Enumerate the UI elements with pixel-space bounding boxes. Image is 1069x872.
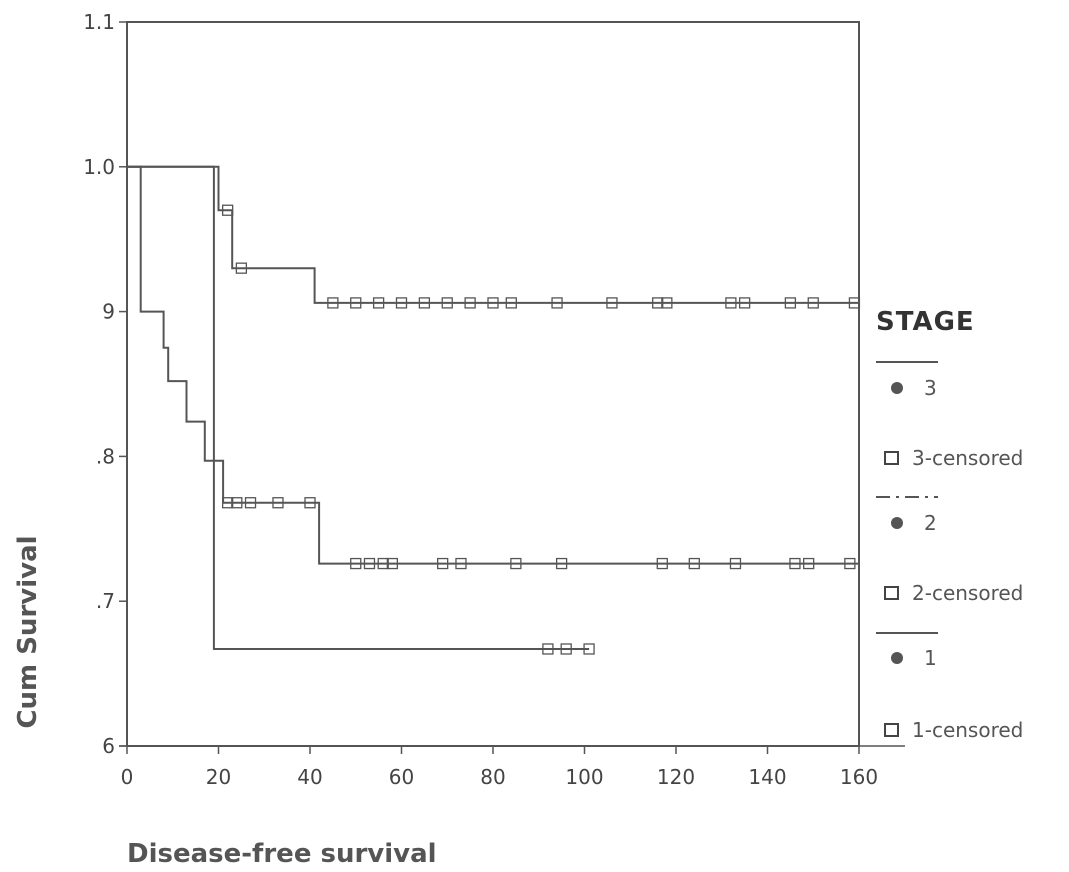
survival-curve-2 bbox=[127, 165, 859, 565]
y-axis-ticks: 6 .7 .8 9 1.0 1.1 bbox=[83, 10, 127, 758]
legend-event-symbol bbox=[891, 517, 903, 529]
censored-marker bbox=[418, 297, 431, 309]
x-axis-label: Disease-free survival bbox=[127, 839, 437, 869]
y-tick-label: 9 bbox=[102, 300, 115, 324]
censored-marker bbox=[848, 297, 861, 309]
legend-event-symbol bbox=[891, 382, 903, 394]
censored-marker bbox=[395, 297, 408, 309]
censored-marker bbox=[844, 557, 856, 570]
y-tick-label: .7 bbox=[96, 589, 115, 613]
censored-marker bbox=[606, 297, 618, 309]
legend: STAGE 3 3-censored 2 2-censored 1 1-censored bbox=[876, 307, 1023, 742]
censored-marker bbox=[350, 297, 362, 309]
legend-event-symbol bbox=[891, 652, 903, 664]
censored-marker bbox=[688, 557, 700, 570]
censored-marker bbox=[350, 557, 362, 570]
censored-marker bbox=[221, 497, 234, 509]
censored-marker bbox=[583, 643, 595, 655]
censored-marker bbox=[542, 643, 554, 655]
censored-marker bbox=[244, 497, 257, 509]
legend-censored-symbol bbox=[884, 451, 899, 465]
censored-marker bbox=[441, 297, 453, 309]
censored-markers bbox=[221, 204, 861, 655]
censored-marker bbox=[464, 297, 476, 309]
censored-marker bbox=[235, 262, 248, 274]
x-axis-ticks: 0 20 40 60 80 100 120 140 160 bbox=[119, 745, 905, 789]
censored-marker bbox=[560, 643, 572, 655]
censored-marker bbox=[377, 557, 389, 570]
legend-censored-symbol bbox=[884, 723, 899, 737]
legend-entry-label: 3-censored bbox=[912, 446, 1023, 470]
censored-marker bbox=[221, 204, 234, 216]
censored-marker bbox=[510, 557, 522, 570]
censored-marker bbox=[555, 557, 568, 570]
censored-marker bbox=[803, 557, 815, 570]
censored-marker bbox=[661, 297, 673, 309]
censored-marker bbox=[363, 557, 376, 570]
censored-marker bbox=[725, 297, 737, 309]
survival-curve-1 bbox=[127, 165, 859, 304]
legend-censored-symbol bbox=[884, 586, 899, 600]
censored-marker bbox=[327, 297, 339, 309]
plot-frame bbox=[126, 21, 860, 747]
y-tick-label: 6 bbox=[102, 734, 115, 758]
censored-marker bbox=[729, 557, 742, 570]
survival-curve-3 bbox=[127, 165, 590, 650]
censored-marker bbox=[455, 557, 467, 570]
x-tick-label: 100 bbox=[565, 765, 603, 789]
legend-entry-label: 2-censored bbox=[912, 581, 1023, 605]
censored-marker bbox=[304, 497, 316, 509]
censored-marker bbox=[487, 297, 499, 309]
legend-entry-label: 1 bbox=[924, 646, 937, 670]
censored-marker bbox=[652, 297, 664, 309]
x-tick-label: 120 bbox=[657, 765, 695, 789]
survival-curves bbox=[127, 165, 859, 650]
x-tick-label: 40 bbox=[297, 765, 322, 789]
censored-marker bbox=[789, 557, 801, 570]
legend-title: STAGE bbox=[876, 307, 975, 337]
x-tick-label: 20 bbox=[206, 765, 231, 789]
y-tick-label: 1.1 bbox=[83, 10, 115, 34]
censored-marker bbox=[231, 497, 243, 509]
censored-marker bbox=[437, 557, 449, 570]
y-axis-label: Cum Survival bbox=[13, 535, 43, 728]
censored-marker bbox=[386, 557, 399, 570]
censored-marker bbox=[551, 297, 563, 309]
legend-entry-label: 1-censored bbox=[912, 718, 1023, 742]
y-tick-label: .8 bbox=[96, 444, 115, 468]
x-tick-label: 80 bbox=[480, 765, 505, 789]
censored-marker bbox=[738, 297, 751, 309]
censored-marker bbox=[272, 497, 284, 509]
x-tick-label: 140 bbox=[748, 765, 786, 789]
y-tick-label: 1.0 bbox=[83, 155, 115, 179]
legend-entry-label: 2 bbox=[924, 511, 937, 535]
censored-marker bbox=[372, 297, 385, 309]
legend-entry-label: 3 bbox=[924, 376, 937, 400]
censored-marker bbox=[784, 297, 797, 309]
x-tick-label: 0 bbox=[121, 765, 134, 789]
censored-marker bbox=[656, 557, 668, 570]
censored-marker bbox=[807, 297, 819, 309]
censored-marker bbox=[505, 297, 517, 309]
x-tick-label: 60 bbox=[389, 765, 414, 789]
x-tick-label: 160 bbox=[840, 765, 878, 789]
